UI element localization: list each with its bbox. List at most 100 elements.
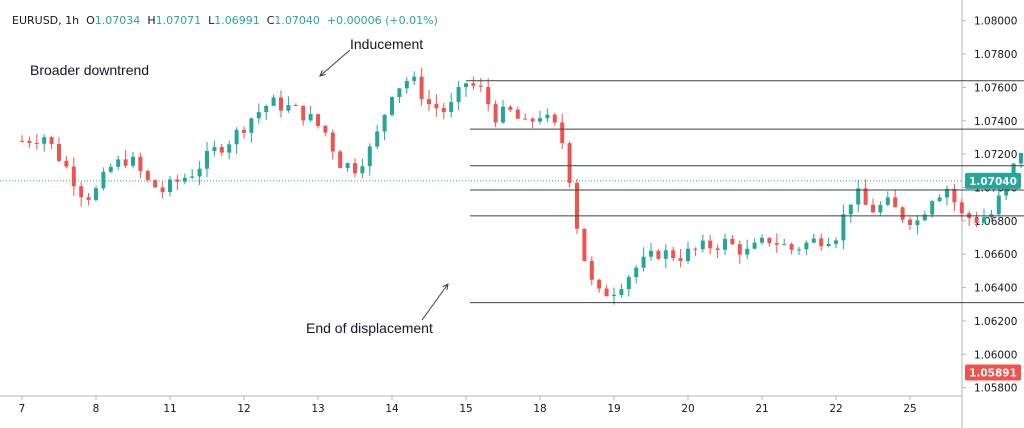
candle [471, 76, 476, 90]
candle [20, 135, 24, 143]
candle [293, 103, 298, 107]
candle [323, 125, 328, 137]
candle [197, 161, 202, 186]
x-tick-label: 7 [19, 403, 26, 415]
candle [501, 100, 505, 125]
candle [804, 240, 809, 256]
candle [656, 248, 661, 261]
symbol-name: EURUSD [12, 14, 59, 27]
candle [811, 233, 816, 244]
candle [219, 143, 224, 157]
candle [382, 114, 387, 141]
x-tick-label: 12 [237, 403, 250, 415]
candle [456, 80, 461, 111]
x-tick-label: 8 [93, 403, 100, 415]
y-tick-label: 1.06400 [974, 283, 1017, 295]
candle [523, 113, 528, 120]
candle [338, 149, 343, 168]
candle [441, 103, 446, 120]
x-tick-label: 14 [385, 403, 399, 415]
candle [848, 204, 853, 223]
candle [530, 117, 535, 129]
candle [42, 134, 47, 152]
candle [826, 237, 831, 248]
interval-label: 1h [65, 14, 80, 27]
candle [767, 237, 772, 247]
y-tick-label: 1.08000 [974, 16, 1017, 28]
candle [996, 188, 1001, 217]
candle [730, 235, 735, 246]
last-price-tag: 1.07040 [965, 172, 1021, 189]
candle [915, 215, 920, 235]
x-tick-label: 22 [829, 403, 842, 415]
x-tick-label: 11 [163, 403, 176, 415]
candle [856, 179, 861, 213]
candle [626, 274, 631, 297]
candle [168, 176, 172, 197]
candle [271, 94, 276, 107]
candle [878, 201, 883, 216]
candle [575, 178, 579, 234]
candle [153, 179, 158, 188]
candle [774, 233, 779, 253]
current-price-tag: 1.05891 [965, 364, 1021, 381]
displacement-arrow [421, 283, 449, 321]
candle [94, 185, 98, 202]
svg-text:1.07040: 1.07040 [969, 176, 1017, 188]
candle [108, 163, 113, 174]
svg-text:1.05891: 1.05891 [969, 367, 1017, 379]
open-value: 1.07034 [94, 14, 141, 27]
candle [834, 237, 838, 249]
x-tick-label: 18 [533, 403, 546, 415]
candle [634, 265, 639, 284]
y-tick-label: 1.07400 [974, 116, 1017, 128]
candle [175, 175, 180, 191]
candle [930, 199, 935, 218]
candle [390, 96, 394, 117]
candle [841, 204, 846, 250]
candle [700, 234, 705, 253]
candle [612, 287, 616, 305]
high-value: 1.07071 [155, 14, 202, 27]
candle [449, 92, 454, 118]
candle [737, 240, 742, 264]
candle [693, 247, 698, 257]
candle [375, 125, 380, 150]
candle [952, 183, 957, 212]
candle [316, 113, 320, 129]
candle [863, 179, 868, 205]
candle [353, 158, 357, 178]
candle [508, 105, 513, 112]
candle [249, 117, 254, 143]
low-value: 1.06991 [214, 14, 260, 27]
candle [641, 247, 646, 272]
candle [752, 238, 757, 250]
candle [160, 180, 165, 199]
x-tick-label: 25 [903, 403, 916, 415]
candle [686, 241, 690, 264]
candle [434, 94, 439, 117]
close-value: 1.07040 [274, 14, 320, 27]
x-tick-label: 19 [607, 403, 620, 415]
candle [330, 129, 335, 160]
candle [678, 248, 683, 268]
candle [604, 284, 609, 297]
candle [708, 235, 713, 255]
x-tick-label: 15 [459, 403, 472, 415]
candle [101, 167, 106, 191]
x-tick-label: 20 [681, 403, 694, 415]
fib-retracement[interactable]: 100.00%78.60%61.80%50.00%38.20%0.00% [466, 66, 1024, 304]
candle [205, 141, 209, 178]
y-tick-label: 1.06200 [974, 316, 1017, 328]
candle [545, 108, 550, 123]
candle [797, 246, 801, 255]
candle [486, 78, 491, 112]
candle [279, 90, 283, 118]
candle [49, 136, 54, 149]
candle [723, 233, 727, 256]
candle [116, 155, 121, 171]
displacement-annotation: End of displacement [306, 320, 433, 336]
candles [20, 67, 1023, 305]
candle [190, 168, 195, 180]
